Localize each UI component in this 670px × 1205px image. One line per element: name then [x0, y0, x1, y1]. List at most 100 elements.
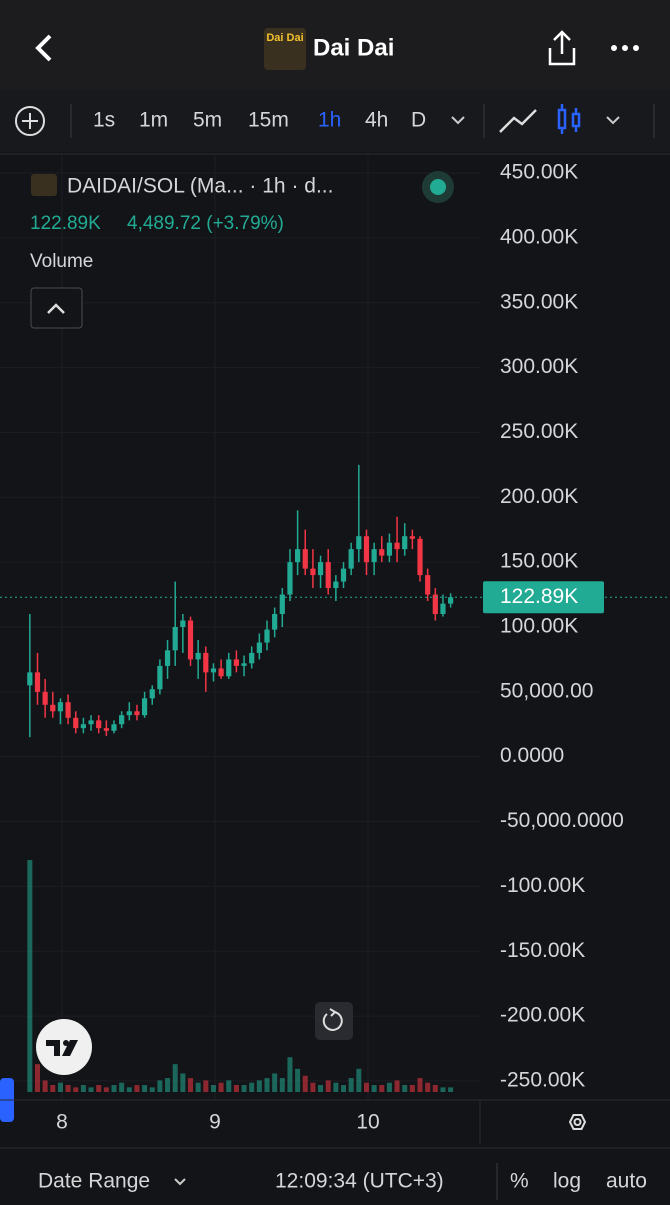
volume-bar	[218, 1082, 224, 1092]
candle-body	[111, 724, 117, 731]
volume-bar	[96, 1085, 102, 1092]
y-tick-label: -100.00K	[500, 874, 585, 897]
style-menu[interactable]	[606, 116, 620, 125]
interval-button[interactable]: 1h	[318, 109, 341, 132]
volume-label: Volume	[30, 251, 93, 272]
interval-button[interactable]: 4h	[365, 109, 388, 132]
candle-body	[241, 663, 247, 666]
candle-body	[103, 728, 109, 731]
volume-bar	[448, 1087, 454, 1092]
volume-bar	[379, 1085, 385, 1092]
volume-bar	[295, 1068, 301, 1092]
candle-body	[425, 575, 431, 595]
candle-body	[310, 568, 316, 576]
interval-menu[interactable]	[451, 116, 465, 125]
x-tick-label: 8	[56, 1111, 68, 1134]
reset-button[interactable]	[315, 1002, 353, 1040]
tradingview-logo[interactable]	[36, 1019, 92, 1075]
candle-body	[73, 717, 79, 729]
candle-body	[264, 629, 270, 643]
interval-button[interactable]: 5m	[193, 109, 222, 132]
candle-body	[363, 536, 370, 563]
candle-body	[149, 689, 155, 699]
candle-body	[356, 536, 362, 550]
volume-bar	[394, 1080, 400, 1092]
top-bar	[0, 0, 670, 90]
candle-style-button[interactable]	[557, 104, 581, 134]
interval-button[interactable]: 15m	[248, 109, 289, 132]
volume-bar	[80, 1085, 86, 1092]
more-button[interactable]	[611, 45, 639, 51]
interval-button[interactable]: 1s	[93, 109, 115, 132]
percent-toggle[interactable]: %	[510, 1170, 529, 1193]
candle-body	[386, 542, 393, 556]
candle-body	[317, 562, 324, 576]
line-style-button[interactable]	[499, 109, 537, 133]
candle-body	[50, 704, 56, 712]
add-indicator[interactable]	[15, 106, 45, 136]
volume-bar	[272, 1073, 278, 1092]
volume-bar	[440, 1087, 446, 1092]
volume-bar	[233, 1085, 239, 1092]
x-tick-label: 9	[209, 1111, 221, 1134]
volume-bar	[119, 1082, 125, 1092]
candle-body	[233, 659, 240, 666]
candle-body	[272, 614, 278, 630]
y-tick-label: 400.00K	[500, 225, 578, 248]
volume-bar	[195, 1082, 201, 1092]
collapse-button[interactable]	[30, 287, 83, 329]
date-range-menu[interactable]	[174, 1178, 186, 1186]
volume-bar	[111, 1085, 117, 1092]
candle-body	[134, 711, 140, 716]
y-tick-label: -250.00K	[500, 1068, 585, 1091]
volume-bar	[34, 1064, 40, 1092]
volume-bar	[180, 1073, 186, 1092]
back-button[interactable]	[35, 34, 52, 62]
y-tick-label: 100.00K	[500, 615, 578, 638]
candle-body	[218, 668, 224, 677]
settings-button[interactable]	[568, 1114, 587, 1130]
candle-body	[340, 568, 347, 582]
volume-bar	[27, 860, 33, 1092]
interval-button[interactable]: D	[411, 109, 426, 132]
candle-body	[302, 549, 308, 569]
candle-body	[226, 659, 232, 677]
share-button[interactable]	[548, 30, 576, 66]
candle-body	[279, 594, 285, 615]
candle-body	[203, 652, 209, 673]
log-toggle[interactable]: log	[553, 1170, 581, 1193]
interval-button[interactable]: 1m	[139, 109, 168, 132]
auto-toggle[interactable]: auto	[606, 1170, 647, 1193]
volume-bar	[356, 1068, 362, 1092]
volume-bar	[165, 1078, 171, 1092]
y-tick-label: 150.00K	[500, 550, 578, 573]
volume-bar	[157, 1080, 163, 1092]
candle-body	[210, 668, 217, 673]
last-price-tag	[483, 581, 604, 614]
y-tick-label: 0.0000	[500, 744, 564, 767]
volume-bar	[226, 1080, 232, 1092]
candle-body	[417, 538, 423, 576]
volume-bar	[264, 1078, 270, 1092]
volume-bar	[103, 1087, 109, 1092]
volume-bar	[371, 1085, 377, 1092]
volume-bar	[241, 1085, 247, 1092]
status-dot	[430, 179, 446, 195]
candle-body	[180, 620, 186, 627]
y-tick-label: 300.00K	[500, 355, 578, 378]
volume-bar	[210, 1085, 216, 1092]
volume-bar	[126, 1087, 132, 1092]
volume-bar	[42, 1080, 48, 1092]
candle-body	[141, 698, 148, 716]
logo	[264, 28, 306, 70]
candle-body	[88, 720, 94, 725]
volume-bar	[134, 1085, 140, 1092]
volume-bar	[363, 1082, 369, 1092]
volume-bar	[88, 1087, 94, 1092]
candle-body	[27, 672, 33, 686]
volume-bar	[73, 1087, 79, 1092]
volume-bar	[142, 1085, 148, 1092]
date-range[interactable]: Date Range	[38, 1170, 150, 1193]
candle-body	[42, 691, 48, 705]
